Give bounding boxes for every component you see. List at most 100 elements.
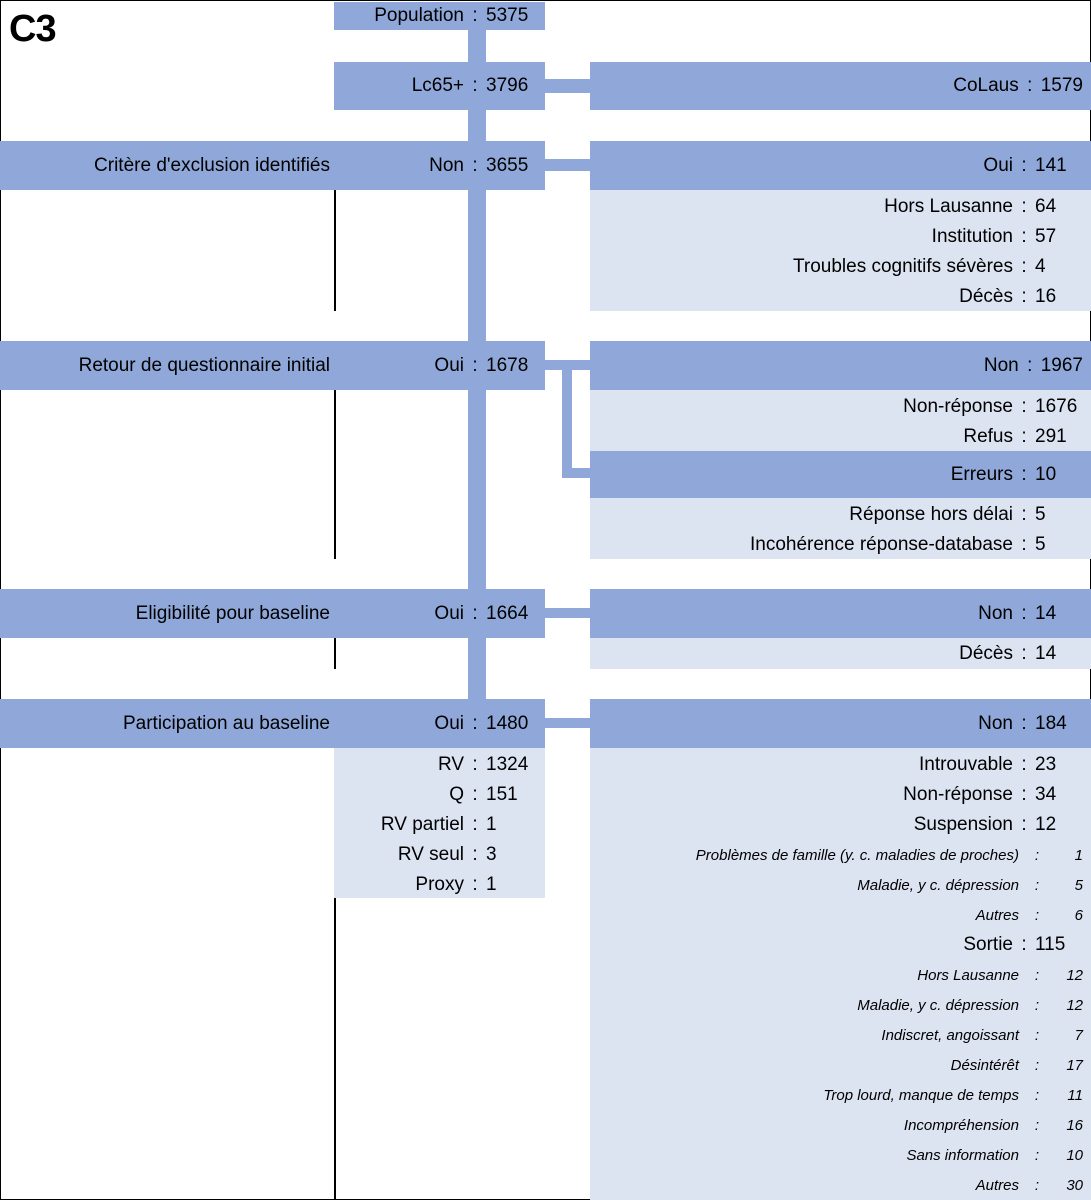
exclusion-yes-value: 141 [1035, 154, 1067, 176]
participation-no-detail-box: Introuvable:23 Non-réponse:34 Suspension… [590, 748, 1091, 1200]
detail-label: Non-réponse [903, 784, 1013, 805]
detail-label: Non-réponse [903, 396, 1013, 417]
lc65-value: 3796 [486, 75, 529, 96]
eligibility-detail-box: Décès:14 [590, 638, 1091, 669]
detail-label: RV [437, 754, 464, 775]
eligibility-stage-bar: Eligibilité pour baseline Oui:1664 [0, 589, 545, 638]
population-box: Population:5375 [334, 2, 545, 30]
detail-value: 5 [1035, 534, 1046, 555]
stage-label-participation: Participation au baseline [122, 712, 330, 734]
questionnaire-no-value: 1967 [1040, 354, 1083, 376]
detail-label: Proxy [415, 874, 464, 895]
detail-value: 1324 [486, 754, 529, 775]
sub-detail-value: 11 [1067, 1086, 1083, 1104]
sub-detail-value: 30 [1066, 1176, 1083, 1194]
participation-stage-bar: Participation au baseline Oui:1480 [0, 699, 545, 748]
sub-detail-label: Autres [975, 1176, 1019, 1194]
detail-value: 4 [1035, 256, 1046, 277]
questionnaire-errors-detail-box: Réponse hors délai:5 Incohérence réponse… [590, 498, 1091, 559]
sub-detail-value: 6 [1074, 906, 1083, 924]
figure-tag: C3 [9, 8, 57, 50]
population-value: 5375 [486, 5, 529, 26]
eligibility-no-box: Non:14 [590, 589, 1091, 638]
questionnaire-no-box: Non:1967 [590, 341, 1091, 390]
sub-detail-value: 10 [1066, 1146, 1083, 1164]
sub-detail-value: 12 [1066, 966, 1083, 984]
participation-no-box: Non:184 [590, 699, 1091, 748]
detail-value: 34 [1035, 784, 1057, 805]
errors-label: Erreurs [950, 463, 1013, 485]
connector-participation [544, 718, 590, 728]
stage-rule-participation [334, 699, 336, 1200]
exclusion-yes-box: Oui:141 [590, 141, 1091, 190]
stage-rule-questionnaire [334, 341, 336, 559]
detail-value: 5 [1035, 504, 1046, 525]
detail-value: 23 [1035, 754, 1057, 775]
questionnaire-no-detail-box: Non-réponse:1676 Refus:291 [590, 390, 1091, 451]
sub-detail-value: 7 [1074, 1026, 1083, 1044]
exit-value: 115 [1035, 934, 1066, 955]
stage-rule-exclusion [334, 141, 336, 311]
questionnaire-yes-label: Oui [434, 354, 464, 376]
lc65-box: Lc65+:3796 [334, 62, 545, 110]
detail-label: Institution [931, 226, 1013, 247]
eligibility-no-label: Non [978, 602, 1013, 624]
connector-errors [562, 468, 590, 478]
detail-value: 1 [486, 874, 497, 895]
sub-detail-label: Problèmes de famille (y. c. maladies de … [695, 846, 1019, 864]
detail-value: 291 [1035, 426, 1067, 447]
sub-detail-label: Trop lourd, manque de temps [823, 1086, 1019, 1104]
sub-detail-label: Incompréhension [903, 1116, 1019, 1134]
sub-detail-label: Hors Lausanne [917, 966, 1019, 984]
exclusion-detail-box: Hors Lausanne:64 Institution:57 Troubles… [590, 190, 1091, 311]
detail-label: Réponse hors délai [849, 504, 1013, 525]
colaus-label: CoLaus [953, 75, 1019, 96]
detail-value: 57 [1035, 226, 1057, 247]
participation-no-label: Non [978, 712, 1013, 734]
detail-label: RV partiel [380, 814, 464, 835]
detail-value: 3 [486, 844, 497, 865]
sub-detail-value: 1 [1074, 846, 1083, 864]
detail-label: Décès [959, 642, 1013, 664]
connector-eligibility [544, 608, 590, 618]
eligibility-yes-value: 1664 [486, 602, 529, 624]
questionnaire-stage-bar: Retour de questionnaire initial Oui:1678 [0, 341, 545, 390]
detail-label: Hors Lausanne [884, 196, 1013, 217]
eligibility-no-value: 14 [1035, 602, 1057, 624]
eligibility-yes-label: Oui [434, 602, 464, 624]
lc65-label: Lc65+ [411, 75, 464, 96]
exclusion-stage-bar: Critère d'exclusion identifiés Non:3655 [0, 141, 545, 190]
connector-questionnaire-v [562, 360, 572, 478]
stage-label-questionnaire: Retour de questionnaire initial [78, 354, 330, 376]
sub-detail-label: Maladie, y c. dépression [857, 996, 1019, 1014]
detail-label: RV seul [397, 844, 464, 865]
detail-label: Troubles cognitifs sévères [792, 256, 1013, 277]
sub-detail-value: 16 [1066, 1116, 1083, 1134]
detail-value: 1 [486, 814, 497, 835]
stage-label-eligibility: Eligibilité pour baseline [135, 602, 330, 624]
detail-value: 12 [1035, 814, 1057, 835]
participation-yes-value: 1480 [486, 712, 529, 734]
questionnaire-yes-value: 1678 [486, 354, 529, 376]
participation-yes-detail-box: RV:1324 Q:151 RV partiel:1 RV seul:3 Pro… [334, 748, 545, 898]
exclusion-no-value: 3655 [486, 154, 529, 176]
detail-value: 151 [486, 784, 518, 805]
questionnaire-errors-box: Erreurs:10 [590, 451, 1091, 498]
population-label: Population [374, 5, 464, 26]
exclusion-yes-label: Oui [983, 154, 1013, 176]
sub-detail-label: Sans information [906, 1146, 1019, 1164]
sub-detail-value: 5 [1074, 876, 1083, 894]
detail-label: Décès [959, 286, 1013, 307]
questionnaire-no-label: Non [983, 354, 1019, 376]
connector-exclusion [544, 159, 590, 171]
detail-value: 16 [1035, 286, 1057, 307]
detail-value: 14 [1035, 642, 1057, 664]
sub-detail-label: Autres [975, 906, 1019, 924]
detail-value: 64 [1035, 196, 1057, 217]
participation-no-value: 184 [1035, 712, 1067, 734]
detail-label: Refus [963, 426, 1013, 447]
colaus-value: 1579 [1040, 75, 1083, 96]
participation-yes-label: Oui [434, 712, 464, 734]
detail-label: Introuvable [918, 754, 1013, 775]
detail-label: Incohérence réponse-database [749, 534, 1013, 555]
